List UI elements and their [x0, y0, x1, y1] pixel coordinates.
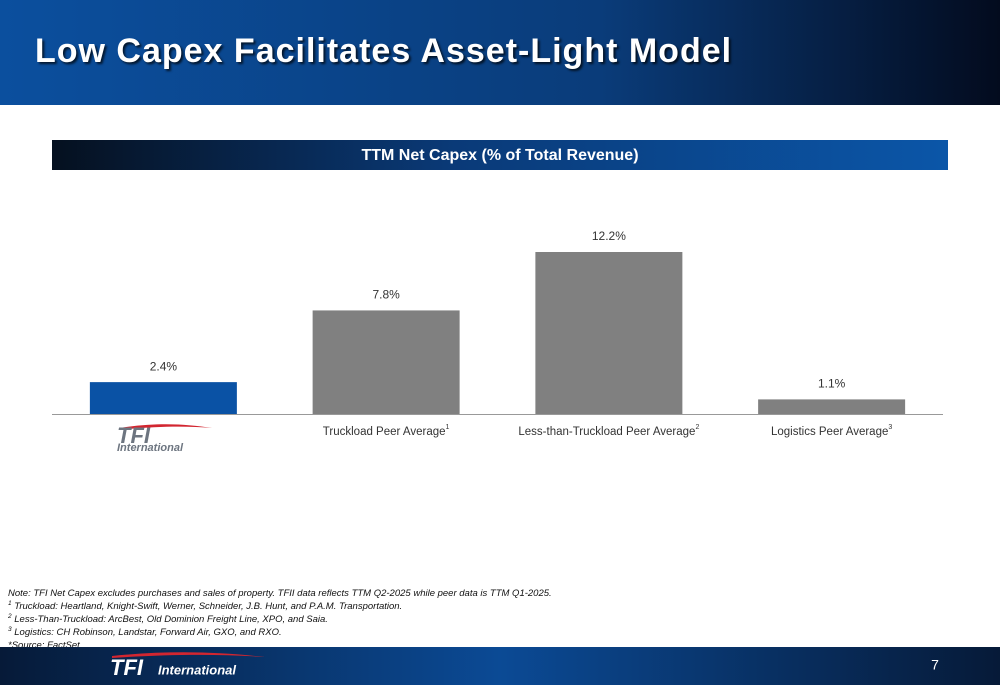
category-note: 1 — [446, 424, 450, 431]
category-name: Logistics Peer Average — [771, 426, 888, 438]
note-marker: 3 — [8, 626, 12, 633]
chart-title: TTM Net Capex (% of Total Revenue) — [361, 147, 638, 164]
value-label: 7.8% — [372, 288, 400, 302]
note-line: *Source: FactSet — [8, 640, 80, 651]
notes: Note: TFI Net Capex excludes purchases a… — [7, 588, 552, 651]
note-line: 3 Logistics: CH Robinson, Landstar, Forw… — [8, 626, 282, 638]
logo-mark: TFI — [117, 423, 151, 448]
note-line: 1 Truckload: Heartland, Knight-Swift, We… — [8, 600, 402, 612]
footer-logo-word: International — [158, 662, 236, 677]
footer-band — [0, 647, 1000, 685]
category-note: 3 — [888, 424, 892, 431]
category-note: 2 — [695, 424, 699, 431]
value-label: 12.2% — [592, 229, 626, 243]
x-tick-label: Less-than-Truckload Peer Average2 — [518, 424, 699, 438]
note-text: *Source: FactSet — [8, 640, 80, 651]
note-marker: 1 — [8, 600, 12, 607]
category-name: Truckload Peer Average — [323, 426, 446, 438]
bar — [312, 310, 460, 414]
bar — [758, 399, 906, 414]
note-line: Note: TFI Net Capex excludes purchases a… — [8, 588, 552, 599]
x-tick-label: Logistics Peer Average3 — [771, 424, 892, 438]
slide-title: Low Capex Facilitates Asset-Light Model — [35, 32, 732, 70]
x-tick-label: Truckload Peer Average1 — [323, 424, 450, 438]
footer-logo: TFI International — [110, 652, 265, 680]
footer-logo-mark: TFI — [110, 655, 144, 680]
logo-word: International — [117, 442, 184, 454]
note-line: 2 Less-Than-Truckload: ArcBest, Old Domi… — [7, 613, 328, 625]
value-label: 1.1% — [818, 377, 846, 391]
logo: TFI International — [117, 423, 212, 454]
note-text: Note: TFI Net Capex excludes purchases a… — [8, 588, 552, 599]
note-marker: 2 — [7, 613, 12, 620]
note-text: Truckload: Heartland, Knight-Swift, Wern… — [12, 601, 403, 612]
value-label: 2.4% — [150, 359, 178, 373]
note-text: Logistics: CH Robinson, Landstar, Forwar… — [12, 627, 282, 638]
note-text: Less-Than-Truckload: ArcBest, Old Domini… — [12, 614, 328, 625]
category-name: Less-than-Truckload Peer Average — [518, 426, 695, 438]
page-number: 7 — [931, 657, 939, 673]
bar — [535, 252, 683, 414]
header-band — [0, 0, 1000, 105]
bar — [89, 382, 237, 414]
footer-logo-swoosh — [112, 652, 265, 658]
logo-swoosh — [119, 424, 212, 430]
chart-title-band — [52, 140, 948, 170]
